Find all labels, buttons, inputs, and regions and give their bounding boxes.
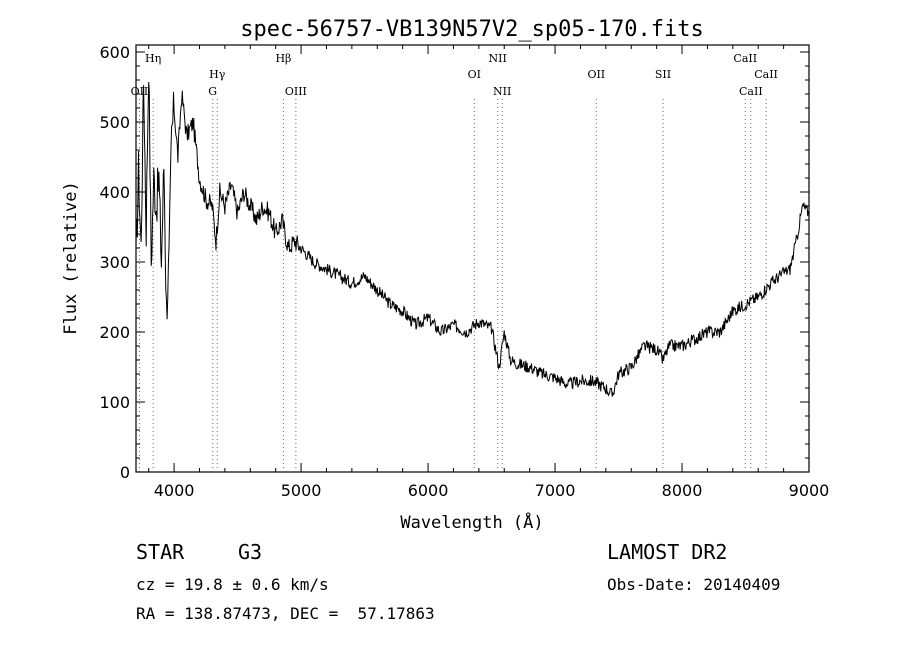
y-tick-label: 0 (120, 463, 130, 482)
y-tick-label: 400 (99, 183, 130, 202)
y-tick-label: 600 (99, 43, 130, 62)
line-marker-label: Hβ (275, 52, 291, 65)
line-marker-label: G (208, 85, 217, 98)
line-marker-label: OIII (285, 85, 307, 98)
redshift-readout: cz = 19.8 ± 0.6 km/s (136, 575, 329, 594)
line-marker-label: Hη (145, 52, 161, 65)
y-tick-label: 200 (99, 323, 130, 342)
y-axis-label: Flux (relative) (61, 181, 81, 335)
axes: 4000 5000 6000 7000 8000 9000 0 100 200 300 400 500… (99, 43, 829, 500)
plot-frame (135, 44, 810, 473)
y-tick-label: 300 (99, 253, 130, 272)
line-marker-label: CaII (754, 68, 778, 81)
line-marker-label: SII (655, 68, 671, 81)
x-tick-label: 7000 (535, 481, 576, 500)
line-marker-label: OII (587, 68, 605, 81)
survey-label: LAMOST DR2 (607, 540, 728, 564)
y-tick-label: 500 (99, 113, 130, 132)
line-marker-label: NII (488, 52, 506, 65)
line-marker-label: NII (493, 85, 511, 98)
x-tick-label: 8000 (662, 481, 703, 500)
line-marker-label: CaII (739, 85, 763, 98)
x-tick-label: 9000 (789, 481, 830, 500)
spectrum-series-line (135, 81, 810, 397)
object-class: STAR (136, 540, 185, 564)
line-marker-label: OII (131, 85, 149, 98)
observation-date: Obs-Date: 20140409 (607, 575, 781, 594)
x-tick-label: 5000 (281, 481, 322, 500)
coordinates-readout: RA = 138.87473, DEC = 57.17863 (136, 604, 435, 623)
object-subclass: G3 (238, 540, 263, 564)
line-marker-label: CaII (733, 52, 757, 65)
line-marker-label: OI (468, 68, 481, 81)
line-marker-label: Hγ (209, 68, 226, 81)
y-tick-label: 100 (99, 393, 130, 412)
x-tick-label: 6000 (408, 481, 449, 500)
x-tick-label: 4000 (154, 481, 195, 500)
chart-title: spec-56757-VB139N57V2_sp05-170.fits (240, 17, 704, 42)
emission-line-markers: OII Hη Hγ G Hβ OIII OI NII NII OII SII CaII CaII CaII (131, 52, 778, 472)
x-axis-label: Wavelength (Å) (400, 511, 543, 533)
